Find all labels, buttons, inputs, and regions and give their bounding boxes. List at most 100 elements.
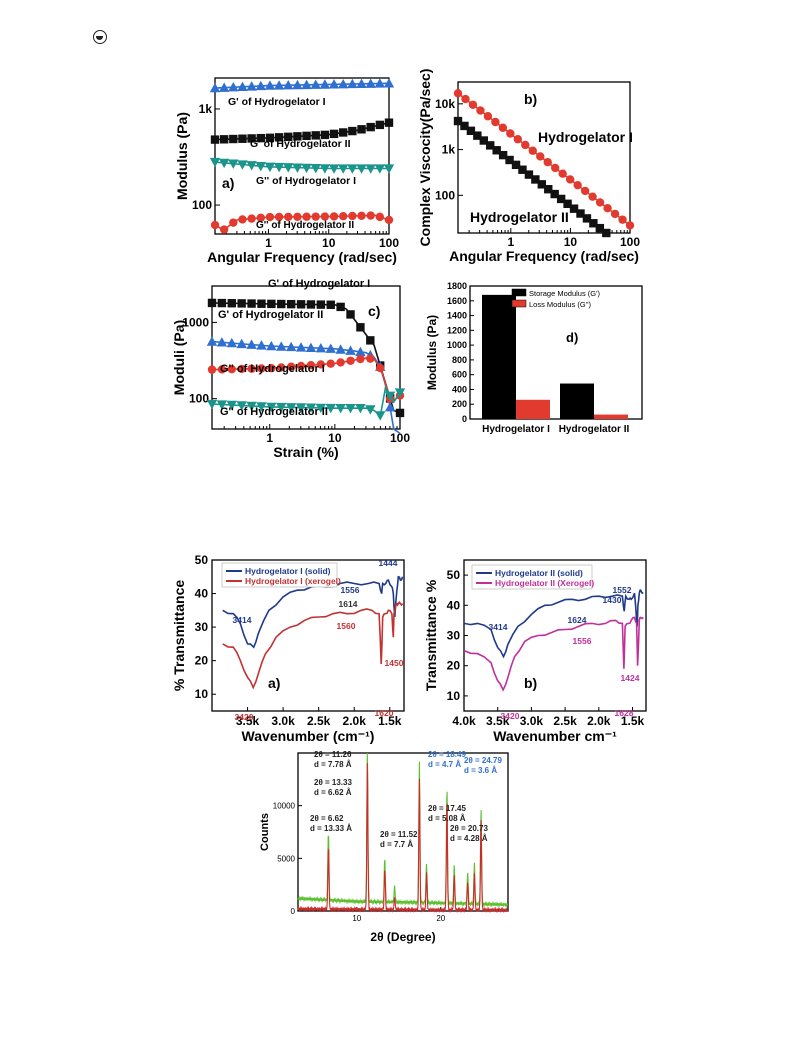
data-marker <box>582 214 592 223</box>
data-marker <box>246 81 257 91</box>
peak-label: 3420 <box>235 712 254 722</box>
peak-annotation-d: d = 7.78 Å <box>314 760 352 769</box>
data-marker <box>256 402 267 412</box>
data-marker <box>246 339 257 349</box>
peak-label: 1560 <box>337 621 356 631</box>
chart-g-xrd-pattern: 10 20 0 5000 10000 2θ (Degree) Counts 2θ = 11.2… <box>250 745 520 950</box>
data-marker <box>265 133 275 143</box>
data-marker <box>366 354 375 363</box>
data-marker <box>277 299 286 309</box>
series-label: G'' of Hydrogelator I <box>220 363 325 375</box>
data-marker <box>491 117 500 127</box>
data-marker <box>588 192 597 201</box>
data-marker <box>292 79 303 90</box>
data-marker <box>247 364 256 373</box>
data-marker <box>384 118 394 127</box>
data-marker <box>336 358 345 367</box>
data-marker <box>316 360 326 369</box>
data-marker <box>257 364 266 373</box>
data-marker <box>277 363 286 372</box>
data-marker <box>306 300 316 309</box>
series-label: G' of Hydrogelator I <box>268 278 370 290</box>
chart-b-complex-viscosity: 1 10 100 100 1k 10k Angular Frequency (rad/sec… <box>408 69 648 267</box>
data-marker <box>375 120 385 130</box>
data-marker <box>274 212 284 222</box>
data-marker <box>237 81 248 92</box>
data-marker <box>573 180 582 190</box>
data-marker <box>366 211 375 220</box>
data-marker <box>316 300 326 309</box>
legend-box <box>221 562 338 588</box>
data-marker <box>276 341 287 351</box>
data-marker <box>511 160 521 170</box>
data-marker <box>237 160 248 170</box>
data-marker <box>285 403 297 413</box>
data-marker <box>236 401 247 411</box>
data-marker <box>302 212 311 221</box>
data-marker <box>267 299 276 309</box>
y-tick-label: 50 <box>195 553 209 567</box>
plot-frame <box>211 559 405 712</box>
data-marker <box>283 80 294 90</box>
peak-annotation: 2θ = 18.49 <box>428 750 466 759</box>
data-marker <box>551 163 560 173</box>
y-tick-label: 10 <box>447 689 461 703</box>
data-marker <box>356 164 367 174</box>
y-tick-label: 20 <box>447 659 461 673</box>
peak-label: 1614 <box>339 599 358 609</box>
data-marker <box>357 211 366 220</box>
x-tick-label: 3.5k <box>486 714 510 728</box>
peak-annotation-d: d = 4.7 Å <box>428 760 461 769</box>
data-marker <box>296 300 306 309</box>
data-marker <box>366 336 375 345</box>
data-marker <box>283 163 294 173</box>
data-marker <box>543 158 552 167</box>
chart-e-ftir-hydrogelator-i: 3.5k 3.0k 2.5k 2.0k 1.5k 10 20 30 40 50 Wavenumber… <box>160 548 410 744</box>
panel-label: d) <box>566 330 578 345</box>
data-marker <box>335 403 346 414</box>
peak-label: 3420 <box>501 711 520 721</box>
data-marker <box>216 337 228 347</box>
data-marker <box>531 175 540 184</box>
plot-frame <box>214 77 390 235</box>
y-tick-label: 10 <box>195 687 209 701</box>
data-marker <box>513 135 523 144</box>
data-marker <box>394 388 406 398</box>
data-marker <box>356 323 365 332</box>
data-marker <box>550 189 559 199</box>
peak-label: 1430 <box>603 595 622 605</box>
y-tick-label: 0 <box>462 414 467 424</box>
peak-label: 1556 <box>573 636 592 646</box>
x-tick-label: 1 <box>507 235 514 249</box>
data-marker <box>505 155 514 165</box>
data-marker <box>284 132 293 142</box>
y-tick-label: 400 <box>452 384 467 394</box>
x-tick-label: 1 <box>265 236 272 250</box>
data-marker <box>326 359 335 368</box>
data-marker <box>207 298 217 308</box>
data-marker <box>339 211 348 221</box>
legend-label: Loss Modulus (G'') <box>529 300 592 309</box>
y-axis-label: Transmittance % <box>423 579 439 691</box>
data-marker <box>237 299 246 308</box>
spectrum-line <box>222 601 404 690</box>
x-axis-label: 2θ (Degree) <box>370 930 435 944</box>
y-tick-label: 30 <box>195 620 209 634</box>
y-tick-label: 40 <box>447 598 461 612</box>
data-marker <box>301 163 312 174</box>
data-marker <box>376 363 385 373</box>
data-marker <box>255 80 266 91</box>
legend-label: Hydrogelator II (solid) <box>495 568 583 578</box>
data-marker <box>335 344 346 354</box>
data-marker <box>209 82 221 93</box>
data-marker <box>285 341 297 352</box>
y-tick-label: 0 <box>291 907 296 916</box>
data-marker <box>218 158 230 169</box>
peak-annotation: 2θ = 13.33 <box>314 778 352 787</box>
data-marker <box>595 223 605 233</box>
data-marker <box>273 80 285 90</box>
y-tick-label: 200 <box>452 399 467 409</box>
data-marker <box>524 170 534 179</box>
data-marker <box>301 79 312 90</box>
data-marker <box>311 212 320 221</box>
